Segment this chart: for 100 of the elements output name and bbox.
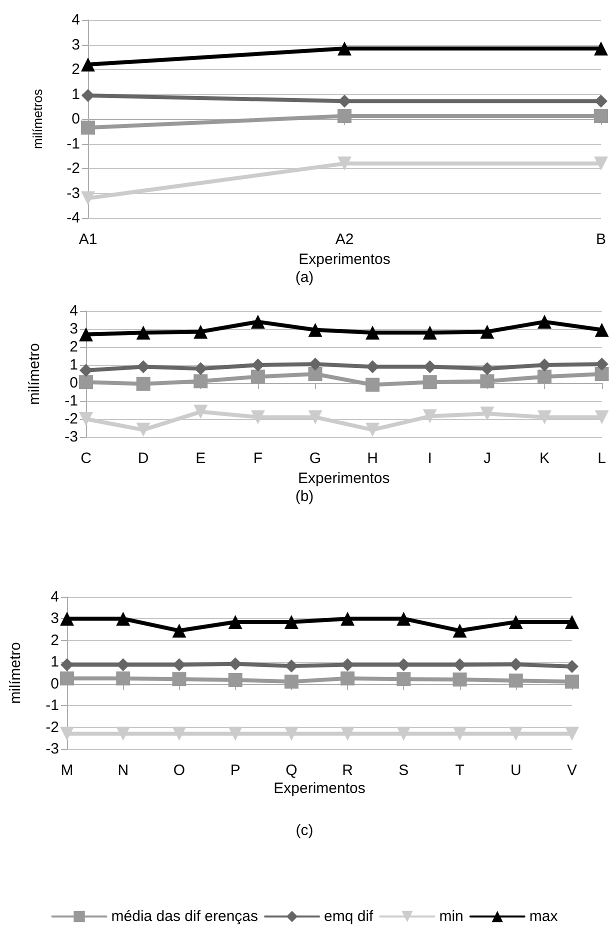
y-tick-label: 3 — [70, 320, 78, 338]
point — [284, 726, 298, 741]
y-tick-label: -4 — [66, 210, 80, 226]
y-tick-label: -1 — [46, 697, 59, 714]
y-tick-label: 4 — [72, 12, 80, 28]
y-tick-label: 2 — [72, 61, 80, 78]
point — [508, 674, 523, 688]
point — [228, 726, 242, 741]
point — [340, 726, 355, 741]
point — [82, 88, 94, 102]
x-tick-label: F — [253, 450, 263, 467]
point — [194, 404, 208, 419]
y-tick-label: -3 — [46, 740, 59, 758]
point — [508, 614, 523, 629]
point — [565, 674, 579, 689]
point — [136, 326, 150, 340]
point — [453, 658, 466, 672]
legend-label: min — [439, 908, 464, 925]
x-tick-label: P — [230, 762, 240, 779]
x-tick-label: G — [309, 450, 322, 467]
point — [194, 324, 208, 339]
y-tick-label: -2 — [66, 160, 80, 177]
point — [396, 672, 411, 686]
point — [228, 657, 242, 670]
y-tick-label: 3 — [50, 610, 59, 628]
point — [565, 614, 579, 629]
point — [594, 410, 609, 424]
point — [338, 94, 351, 108]
point — [172, 624, 186, 638]
point — [194, 374, 208, 388]
point — [565, 726, 579, 741]
y-tick-label: -3 — [64, 428, 78, 446]
point — [422, 326, 437, 340]
point — [338, 156, 352, 171]
point — [81, 58, 95, 72]
point — [594, 94, 608, 108]
x-tick-label: O — [173, 762, 186, 779]
point — [480, 406, 494, 421]
point — [79, 412, 93, 426]
text: (c) — [296, 822, 314, 839]
x-tick-label: A2 — [335, 231, 354, 248]
point — [172, 672, 186, 686]
y-tick-label: 1 — [70, 356, 78, 374]
point — [228, 614, 242, 629]
x-tick-label: U — [510, 762, 522, 779]
point — [308, 410, 322, 424]
point — [284, 660, 298, 673]
point — [340, 612, 355, 626]
x-tick-label: L — [598, 450, 606, 467]
point — [79, 327, 93, 342]
point — [422, 375, 437, 390]
point — [194, 362, 208, 376]
point — [250, 314, 265, 329]
point — [338, 41, 352, 56]
x-tick-label: C — [80, 450, 92, 467]
point — [566, 660, 578, 673]
point — [308, 358, 322, 371]
y-tick-label: -2 — [64, 410, 78, 428]
point — [594, 109, 608, 124]
x-tick-label: T — [455, 762, 464, 779]
point — [136, 376, 150, 391]
x-tick-label: E — [196, 450, 206, 467]
x-tick-label: B — [596, 231, 606, 248]
point — [594, 322, 609, 337]
point — [538, 370, 552, 384]
y-tick-label: -2 — [46, 718, 59, 736]
y-tick-label: -1 — [64, 392, 78, 410]
x-tick-label: H — [367, 450, 378, 467]
y-tick-label: 0 — [70, 374, 78, 392]
point — [136, 422, 150, 437]
point — [284, 674, 298, 689]
point — [116, 658, 130, 672]
y-tick-label: 3 — [72, 36, 80, 54]
x-tick-label: I — [428, 450, 432, 467]
point — [308, 367, 322, 381]
x-tick-label: R — [342, 762, 354, 779]
x-tick-label: V — [566, 762, 578, 779]
y-tick-label: 0 — [72, 110, 80, 128]
point — [228, 672, 242, 687]
y-tick-label: 0 — [50, 675, 59, 692]
legend-label: max — [529, 908, 558, 925]
point — [341, 658, 354, 672]
y-tick-label: -1 — [66, 135, 80, 152]
x-tick-label: A1 — [78, 231, 98, 248]
point — [480, 362, 494, 376]
point — [81, 120, 95, 135]
point — [116, 612, 130, 626]
point — [136, 360, 150, 374]
y-tick-label: 2 — [50, 632, 59, 649]
text: (b) — [295, 488, 314, 505]
legend-label: média das dif erenças — [111, 908, 258, 925]
y-tick-label: 1 — [50, 654, 59, 671]
y-axis-title: milímetro — [26, 343, 43, 405]
point — [308, 322, 322, 337]
y-axis-title: milímetro — [7, 642, 24, 704]
point — [366, 326, 380, 340]
y-tick-label: 1 — [72, 86, 80, 103]
point — [338, 109, 352, 124]
point — [509, 658, 522, 671]
x-tick-label: K — [540, 450, 550, 467]
